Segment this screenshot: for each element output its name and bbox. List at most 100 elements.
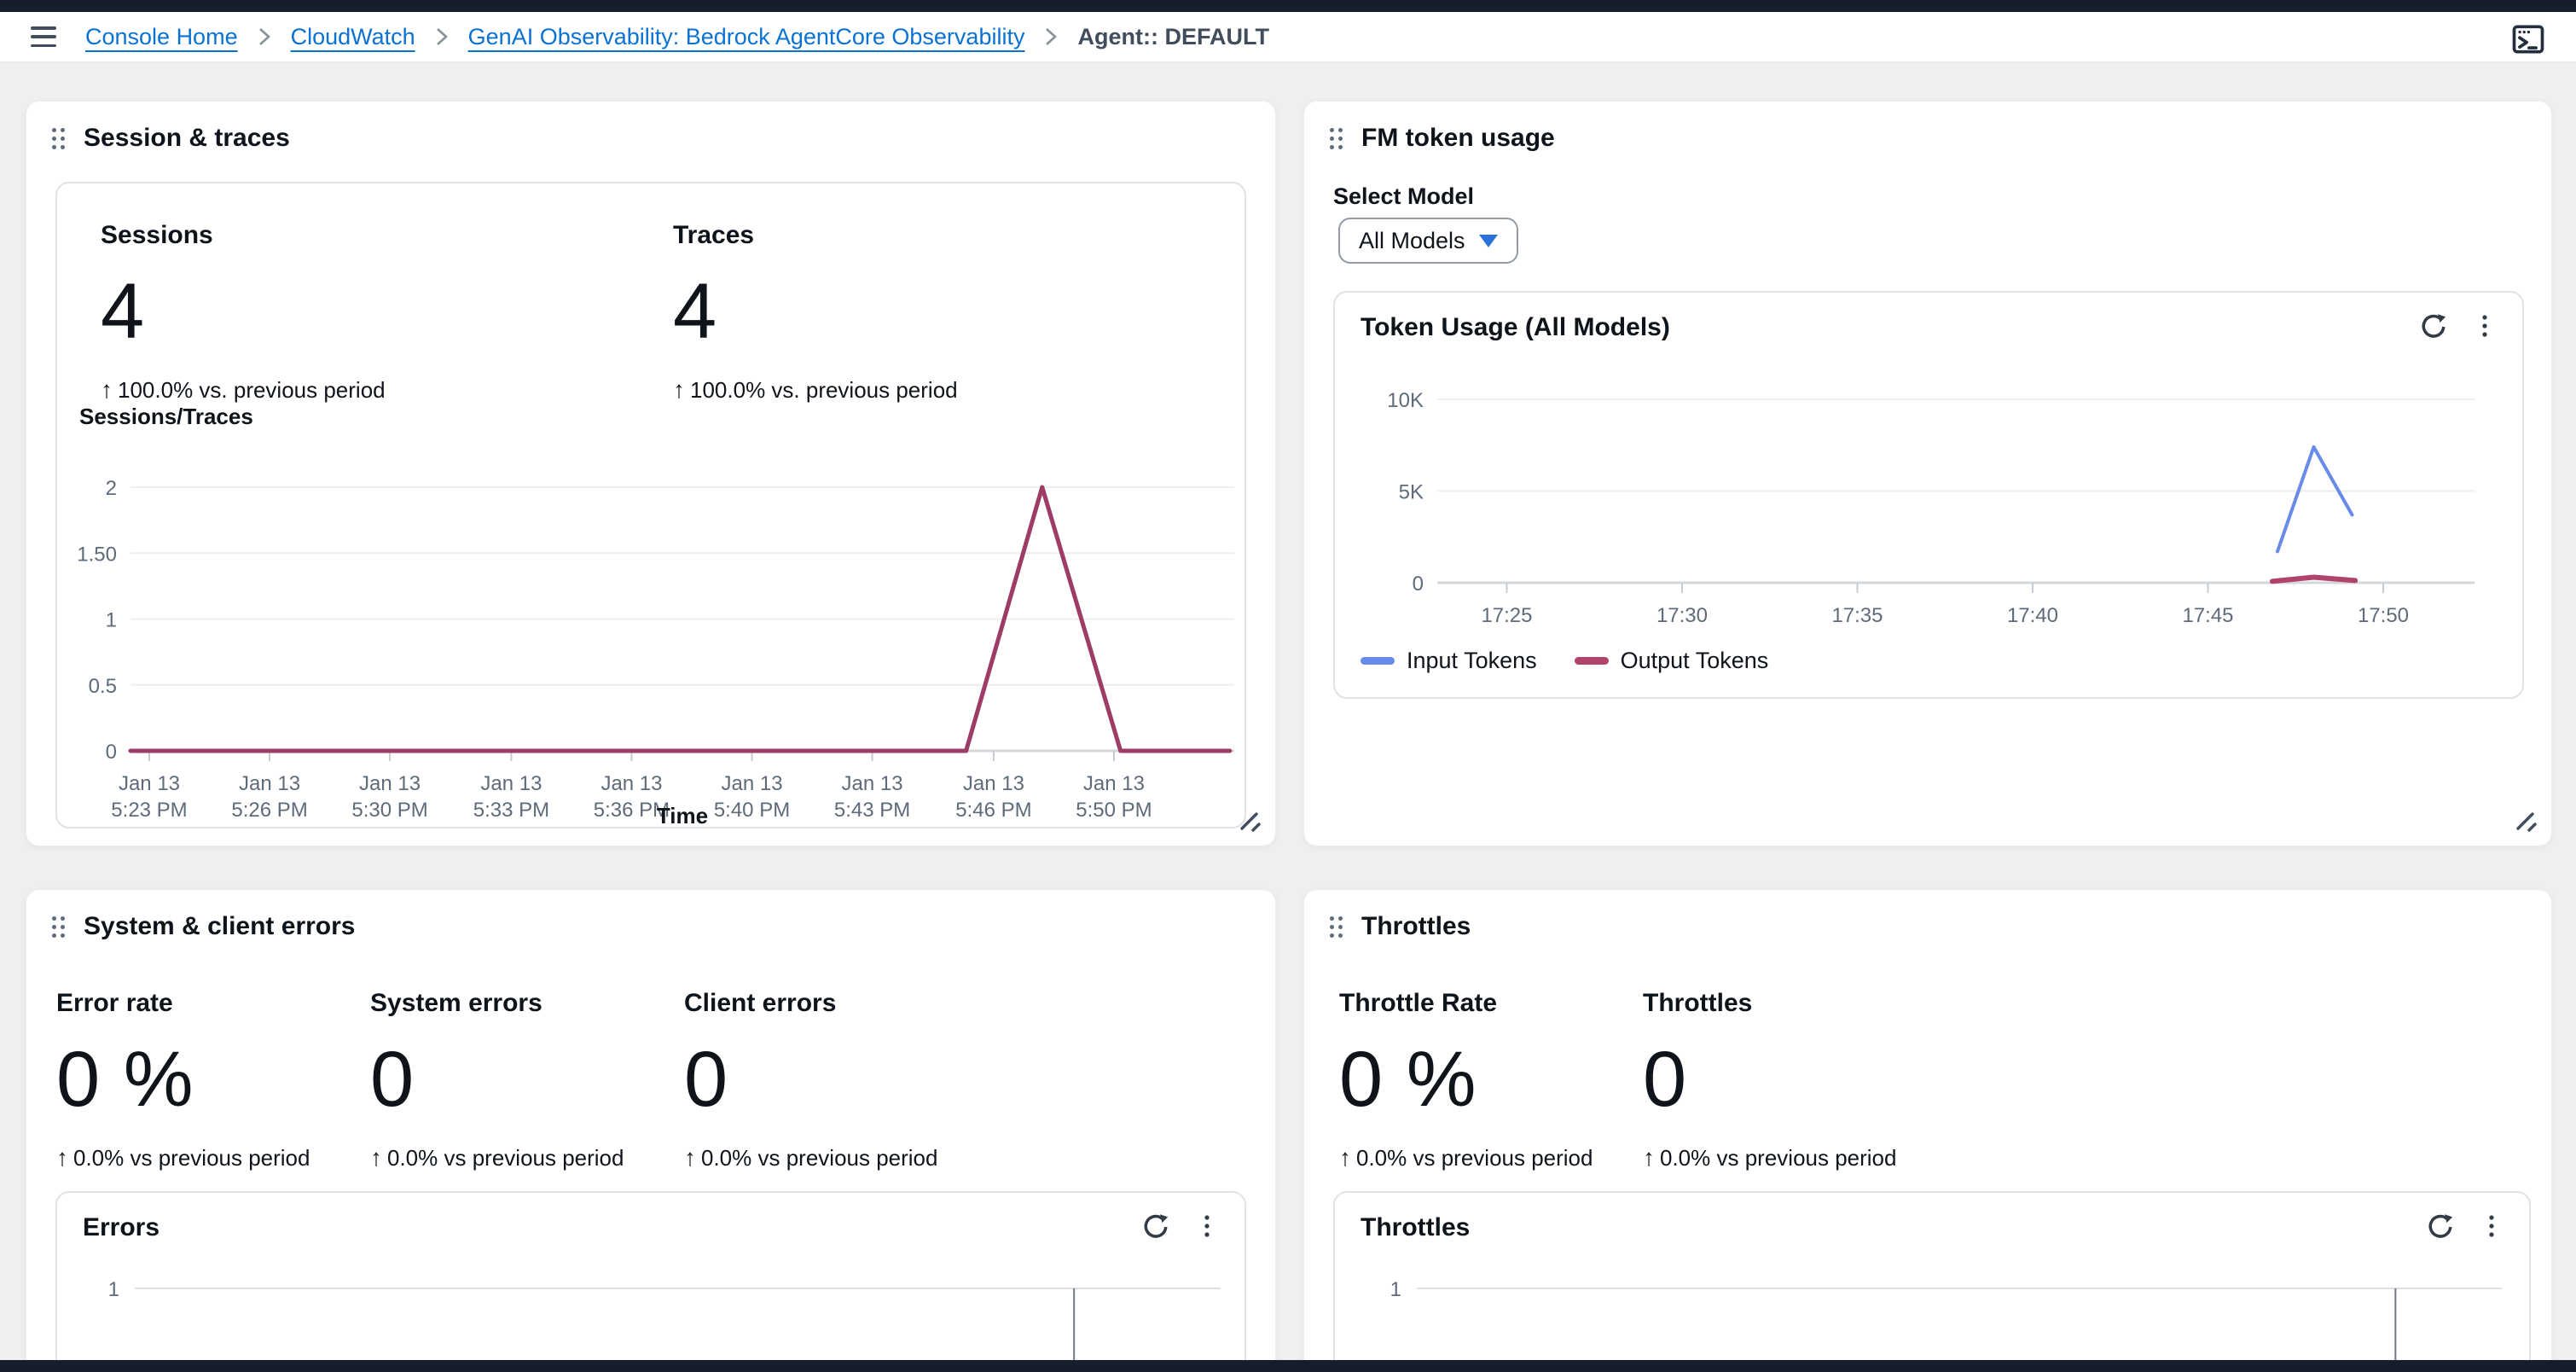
panel-system-client-errors: System & client errors Error rate 0 % ↑ … (26, 889, 1276, 1372)
chart-legend: Input Tokens Output Tokens (1361, 648, 1768, 674)
metric-label: Sessions (101, 221, 213, 249)
sessions-traces-line-chart: 0 0.5 1 1.50 2 Jan 13 5:23 PM Jan 13 5:26 PM Jan … (57, 439, 1244, 827)
drag-handle-icon[interactable] (49, 125, 68, 153)
kebab-menu-icon[interactable] (1192, 1212, 1222, 1242)
svg-text:17:45: 17:45 (2182, 604, 2233, 627)
svg-text:Jan 13: Jan 13 (239, 772, 300, 795)
card-title: Throttles (1361, 1213, 1471, 1241)
breadcrumb-link-cloudwatch[interactable]: CloudWatch (290, 23, 415, 49)
errors-chart-card: Errors 1 (55, 1191, 1246, 1372)
drag-handle-icon[interactable] (1326, 913, 1346, 941)
kebab-menu-icon[interactable] (2469, 311, 2500, 342)
svg-text:5:40 PM: 5:40 PM (714, 799, 790, 822)
svg-text:17:35: 17:35 (1831, 604, 1883, 627)
breadcrumb-link-console-home[interactable]: Console Home (85, 23, 238, 49)
model-select-value: All Models (1359, 227, 1465, 253)
metric-throttle-rate: Throttle Rate 0 % ↑ 0.0% vs previous per… (1339, 989, 1593, 1171)
metric-traces: Traces 4 ↑ 100.0% vs. previous period (673, 221, 958, 404)
metric-trend: ↑ 100.0% vs. previous period (101, 376, 386, 403)
svg-text:1: 1 (1390, 1278, 1401, 1301)
metric-value: 0 % (56, 1036, 194, 1123)
svg-text:Jan 13: Jan 13 (359, 772, 421, 795)
legend-item-input-tokens[interactable]: Input Tokens (1361, 648, 1537, 674)
token-usage-card: Token Usage (All Models) 0 5K 10K 17:25 17:3… (1333, 291, 2524, 699)
svg-text:Jan 13: Jan 13 (1083, 772, 1145, 795)
refresh-button[interactable] (2425, 1212, 2456, 1242)
metric-value: 4 (673, 268, 718, 355)
metric-label: Throttles (1643, 989, 1753, 1017)
metric-value: 0 (370, 1036, 415, 1123)
panel-throttles: Throttles Throttle Rate 0 % ↑ 0.0% vs pr… (1303, 889, 2552, 1372)
svg-text:5K: 5K (1399, 481, 1424, 504)
chevron-right-icon (257, 26, 272, 48)
drag-handle-icon[interactable] (1326, 125, 1346, 153)
sessions-traces-card: Sessions 4 ↑ 100.0% vs. previous period … (55, 182, 1246, 828)
svg-text:17:50: 17:50 (2358, 604, 2409, 627)
token-usage-line-chart: 0 5K 10K 17:25 17:30 17:35 17:40 17:45 17:50 (1335, 361, 2522, 642)
chevron-right-icon (1043, 26, 1059, 48)
svg-text:Jan 13: Jan 13 (842, 772, 903, 795)
refresh-button[interactable] (1140, 1212, 1171, 1242)
svg-text:5:43 PM: 5:43 PM (834, 799, 910, 822)
panel-title: Throttles (1361, 912, 1471, 940)
trend-up-arrow-icon: ↑ (1339, 1144, 1351, 1171)
metric-trend: ↑ 100.0% vs. previous period (673, 376, 958, 403)
drag-handle-icon[interactable] (49, 913, 68, 941)
model-select-dropdown[interactable]: All Models (1338, 218, 1518, 264)
throttles-line-chart: 1 (1335, 1193, 2529, 1372)
svg-text:Jan 13: Jan 13 (963, 772, 1024, 795)
kebab-menu-icon[interactable] (2476, 1212, 2507, 1242)
metric-value: 0 (684, 1036, 729, 1123)
panel-title: Session & traces (84, 124, 290, 152)
metric-trend: ↑ 0.0% vs previous period (370, 1144, 624, 1171)
input-tokens-swatch (1361, 657, 1395, 665)
metric-trend: ↑ 0.0% vs previous period (1339, 1144, 1593, 1171)
select-model-label: Select Model (1333, 183, 1475, 209)
svg-text:Jan 13: Jan 13 (119, 772, 180, 795)
window-top-strip (0, 0, 2576, 12)
svg-text:1.50: 1.50 (77, 543, 117, 566)
panel-title: System & client errors (84, 912, 356, 940)
chevron-right-icon (434, 26, 450, 48)
legend-item-output-tokens[interactable]: Output Tokens (1574, 648, 1768, 674)
metric-sessions: Sessions 4 ↑ 100.0% vs. previous period (101, 221, 386, 404)
metric-throttles: Throttles 0 ↑ 0.0% vs previous period (1643, 989, 1896, 1171)
svg-text:5:23 PM: 5:23 PM (111, 799, 187, 822)
metric-label: Traces (673, 221, 755, 249)
metric-label: System errors (370, 989, 542, 1017)
metric-client-errors: Client errors 0 ↑ 0.0% vs previous perio… (684, 989, 937, 1171)
breadcrumb: Console Home CloudWatch GenAI Observabil… (85, 24, 1269, 50)
svg-text:5:30 PM: 5:30 PM (351, 799, 427, 822)
breadcrumb-link-genai-observability[interactable]: GenAI Observability: Bedrock AgentCore O… (467, 23, 1025, 49)
svg-text:5:26 PM: 5:26 PM (231, 799, 307, 822)
breadcrumb-current-agent: Agent:: DEFAULT (1077, 23, 1269, 49)
output-tokens-swatch (1574, 657, 1609, 665)
resize-handle-icon[interactable] (1236, 806, 1263, 834)
metric-trend: ↑ 0.0% vs previous period (1643, 1144, 1897, 1171)
svg-text:1: 1 (108, 1278, 119, 1301)
svg-text:Jan 13: Jan 13 (480, 772, 542, 795)
svg-text:10K: 10K (1387, 389, 1424, 412)
metric-value: 0 (1643, 1036, 1688, 1123)
metric-value: 0 % (1339, 1036, 1477, 1123)
svg-text:17:25: 17:25 (1481, 604, 1532, 627)
card-title: Errors (83, 1213, 160, 1241)
resize-handle-icon[interactable] (2512, 806, 2539, 834)
refresh-button[interactable] (2418, 311, 2449, 342)
breadcrumb-bar: Console Home CloudWatch GenAI Observabil… (0, 12, 2576, 63)
trend-up-arrow-icon: ↑ (56, 1144, 68, 1171)
cloudshell-terminal-icon[interactable] (2509, 20, 2547, 58)
throttles-chart-card: Throttles 1 (1333, 1191, 2531, 1372)
metric-label: Error rate (56, 989, 173, 1017)
metric-error-rate: Error rate 0 % ↑ 0.0% vs previous period (56, 989, 310, 1171)
metric-value: 4 (101, 268, 146, 355)
hamburger-menu-icon[interactable] (31, 26, 56, 47)
svg-text:0: 0 (1413, 573, 1424, 596)
metric-label: Throttle Rate (1339, 989, 1498, 1017)
svg-text:Jan 13: Jan 13 (721, 772, 782, 795)
svg-text:0: 0 (106, 741, 117, 764)
svg-text:17:40: 17:40 (2007, 604, 2058, 627)
card-title: Token Usage (All Models) (1361, 313, 1670, 341)
errors-line-chart: 1 (57, 1193, 1244, 1372)
trend-up-arrow-icon: ↑ (370, 1144, 382, 1171)
